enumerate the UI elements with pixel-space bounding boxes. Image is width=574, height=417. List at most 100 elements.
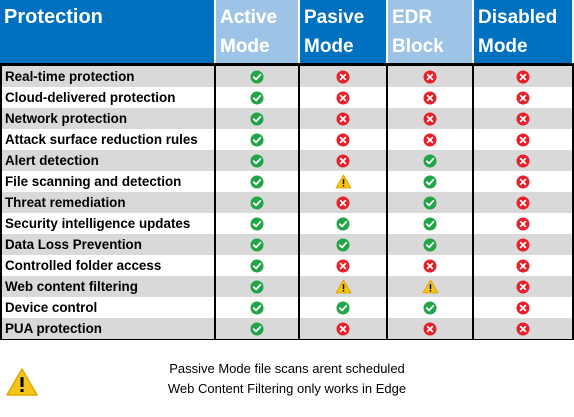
status-cell-disabled-mode [472,129,572,150]
check-icon [250,70,264,83]
status-cell-edr-block [386,192,472,213]
status-cell-pasive-mode [298,66,386,87]
status-cell-edr-block [386,255,472,276]
status-cell-edr-block [386,213,472,234]
check-icon [250,154,264,167]
check-icon [423,154,437,167]
check-icon [250,133,264,146]
table-row: Cloud-delivered protection [2,87,572,108]
status-cell-disabled-mode [472,192,572,213]
status-cell-pasive-mode [298,318,386,339]
status-cell-active-mode [214,171,298,192]
cross-icon [423,259,437,272]
feature-name: Alert detection [5,153,99,168]
status-cell-disabled-mode [472,171,572,192]
feature-name: Threat remediation [5,195,126,210]
header-pasive-mode: Pasive Mode [298,0,386,63]
status-cell-edr-block [386,129,472,150]
table-row: Threat remediation [2,192,572,213]
check-icon [336,217,350,230]
warning-icon [335,279,351,294]
table-row: Attack surface reduction rules [2,129,572,150]
status-cell-pasive-mode [298,213,386,234]
cross-icon [516,112,530,125]
status-cell-edr-block [386,87,472,108]
check-icon [423,238,437,251]
cross-icon [336,322,350,335]
feature-name: Real-time protection [5,69,135,84]
header-protection: Protection [0,0,214,63]
cross-icon [423,133,437,146]
cross-icon [423,112,437,125]
table-row: Network protection [2,108,572,129]
check-icon [250,175,264,188]
legend-note-web-filtering: Web Content Filtering only works in Edge [167,381,407,396]
feature-name: PUA protection [5,321,102,336]
protection-table: Real-time protection Cloud-delivered prot… [0,63,574,340]
status-cell-disabled-mode [472,318,572,339]
check-icon [250,322,264,335]
feature-name: Security intelligence updates [5,216,191,231]
header-edr-block-label: EDR Block [392,6,444,57]
check-icon [250,280,264,293]
status-cell-active-mode [214,66,298,87]
status-cell-active-mode [214,87,298,108]
cross-icon [516,70,530,83]
warning-icon [6,368,38,396]
cross-icon [336,154,350,167]
feature-name: Device control [5,300,98,315]
header-pasive-mode-label: Pasive Mode [304,6,365,57]
status-cell-disabled-mode [472,87,572,108]
header-edr-block: EDR Block [386,0,472,63]
legend-note-passive-scans: Passive Mode file scans arent scheduled [169,361,405,376]
feature-name: Controlled folder access [5,258,162,273]
feature-name: Attack surface reduction rules [5,132,198,147]
table-row: Real-time protection [2,66,572,87]
cross-icon [336,112,350,125]
table-row: Device control [2,297,572,318]
check-icon [250,259,264,272]
status-cell-active-mode [214,108,298,129]
status-cell-pasive-mode [298,276,386,297]
feature-name: Network protection [5,111,128,126]
cross-icon [423,322,437,335]
feature-name: Data Loss Prevention [5,237,142,252]
status-cell-pasive-mode [298,255,386,276]
status-cell-active-mode [214,192,298,213]
header-active-mode-label: Active Mode [220,6,278,57]
legend-notes: Passive Mode file scans arent scheduled … [0,359,574,399]
check-icon [250,196,264,209]
cross-icon [516,238,530,251]
status-cell-disabled-mode [472,66,572,87]
cross-icon [516,91,530,104]
warning-icon [335,174,351,189]
header-disabled-mode-label: Disabled Mode [478,6,558,57]
warning-icon [422,279,438,294]
cross-icon [516,196,530,209]
check-icon [423,175,437,188]
cross-icon [516,154,530,167]
feature-name: Web content filtering [5,279,138,294]
status-cell-active-mode [214,234,298,255]
table-row: PUA protection [2,318,572,339]
status-cell-active-mode [214,297,298,318]
table-row: Security intelligence updates [2,213,572,234]
cross-icon [516,175,530,188]
status-cell-active-mode [214,150,298,171]
check-icon [423,196,437,209]
cross-icon [516,280,530,293]
header-protection-label: Protection [4,6,103,28]
table-row: Data Loss Prevention [2,234,572,255]
table-row: Controlled folder access [2,255,572,276]
cross-icon [516,322,530,335]
status-cell-pasive-mode [298,108,386,129]
status-cell-edr-block [386,234,472,255]
check-icon [336,301,350,314]
status-cell-pasive-mode [298,150,386,171]
cross-icon [336,70,350,83]
status-cell-disabled-mode [472,150,572,171]
table-row: Web content filtering [2,276,572,297]
check-icon [423,217,437,230]
status-cell-active-mode [214,318,298,339]
cross-icon [516,301,530,314]
